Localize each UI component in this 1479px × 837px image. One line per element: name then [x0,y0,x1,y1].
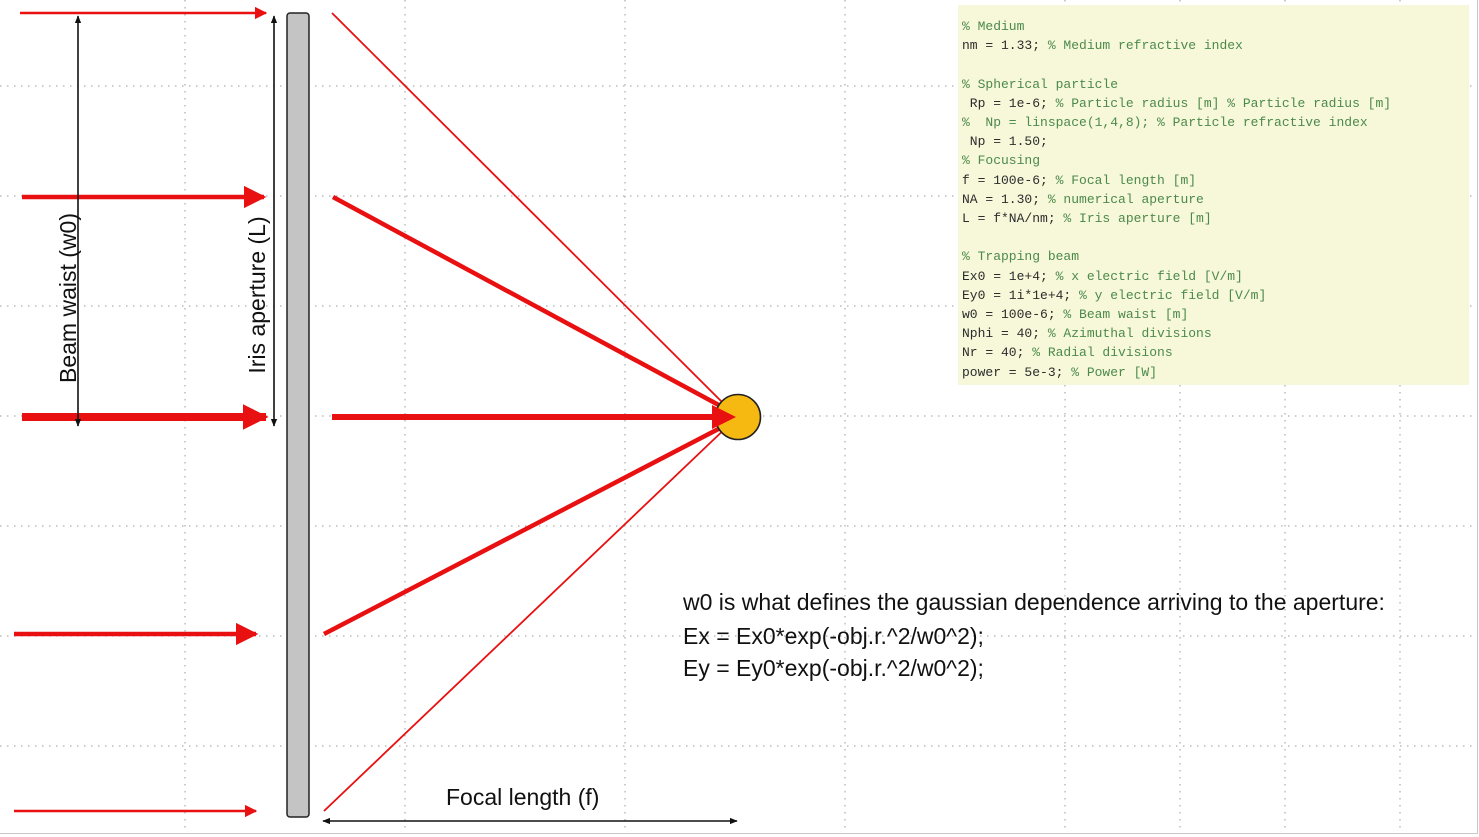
code-text: Nphi = 40; [962,326,1048,342]
code-comment: % Medium [962,19,1025,34]
code-text: f = 100e-6; [962,172,1056,188]
code-panel [958,5,1469,385]
focal-length-label: Focal length (f) [446,784,600,810]
code-text: Nr = 40; [962,345,1033,361]
code-comment: % x electric field [V/m] [1055,268,1243,284]
code-line: % Np = linspace(1,4,8); % Particle refra… [962,113,1368,132]
code-line: power = 5e-3; % Power [W] [962,363,1157,382]
code-text: Np = 1.50; [962,134,1048,150]
code-comment: % Spherical particle [962,76,1119,92]
code-comment: % Azimuthal divisions [1047,326,1212,342]
code-line: Rp = 1e-6; % Particle radius [m] % Parti… [962,94,1391,113]
code-comment: % Focal length [m] [1055,172,1197,188]
code-comment: % Beam waist [m] [1063,307,1189,322]
note-line-2: Ex = Ex0*exp(-obj.r.^2/w0^2); [683,623,984,649]
focused-ray-lower [322,422,730,636]
code-comment: % Medium refractive index [1047,38,1243,54]
code-text: power = 5e-3; [962,364,1072,380]
code-line: L = f*NA/nm; % Iris aperture [m] [962,209,1212,228]
code-line: % Focusing [962,151,1040,170]
code-comment: % Focusing [962,153,1041,169]
code-comment: % Np = linspace(1,4,8); % Particle refra… [962,115,1368,130]
code-line: f = 100e-6; % Focal length [m] [962,171,1196,190]
code-line: % Medium [962,17,1024,36]
iris-aperture-label: Iris aperture (L) [244,216,270,374]
code-line: Ex0 = 1e+4; % x electric field [V/m] [962,267,1243,286]
code-line: NA = 1.30; % numerical aperture [962,190,1204,209]
code-text: L = f*NA/nm; [962,211,1064,226]
code-text: Ey0 = 1i*1e+4; [962,287,1080,303]
focused-ray-bottom [323,423,731,812]
beam-waist-label: Beam waist (w0) [55,213,81,383]
code-text: Ex0 = 1e+4; [962,268,1056,284]
code-text: w0 = 100e-6; [962,307,1064,322]
code-line: % Trapping beam [962,247,1079,266]
code-comment: % y electric field [V/m] [1079,287,1267,303]
code-text: NA = 1.30; [962,191,1048,207]
code-line: Ey0 = 1i*1e+4; % y electric field [V/m] [962,286,1266,305]
note-line-1: w0 is what defines the gaussian dependen… [683,589,1385,615]
code-line: Nr = 40; % Radial divisions [962,343,1173,362]
focused-ray-upper [331,195,730,412]
code-line: Np = 1.50; [962,132,1048,151]
code-comment: % Particle radius [m] % Particle radius … [1055,95,1392,111]
code-comment: % numerical aperture [1047,191,1204,207]
code-line: % Spherical particle [962,75,1118,94]
code-line: w0 = 100e-6; % Beam waist [m] [962,305,1188,324]
code-comment: % Iris aperture [m] [1063,211,1212,226]
focus-arrowhead [712,405,736,429]
code-comment: % Radial divisions [1032,345,1173,361]
code-text: Rp = 1e-6; [962,95,1056,111]
code-comment: % Power [W] [1071,364,1158,380]
code-line: nm = 1.33; % Medium refractive index [962,36,1243,55]
code-line: Nphi = 40; % Azimuthal divisions [962,324,1212,343]
iris-plate [286,12,310,818]
focused-ray-top [331,12,731,411]
note-line-3: Ey = Ey0*exp(-obj.r.^2/w0^2); [683,655,984,681]
code-comment: % Trapping beam [962,249,1080,265]
code-text: nm = 1.33; [962,38,1048,54]
